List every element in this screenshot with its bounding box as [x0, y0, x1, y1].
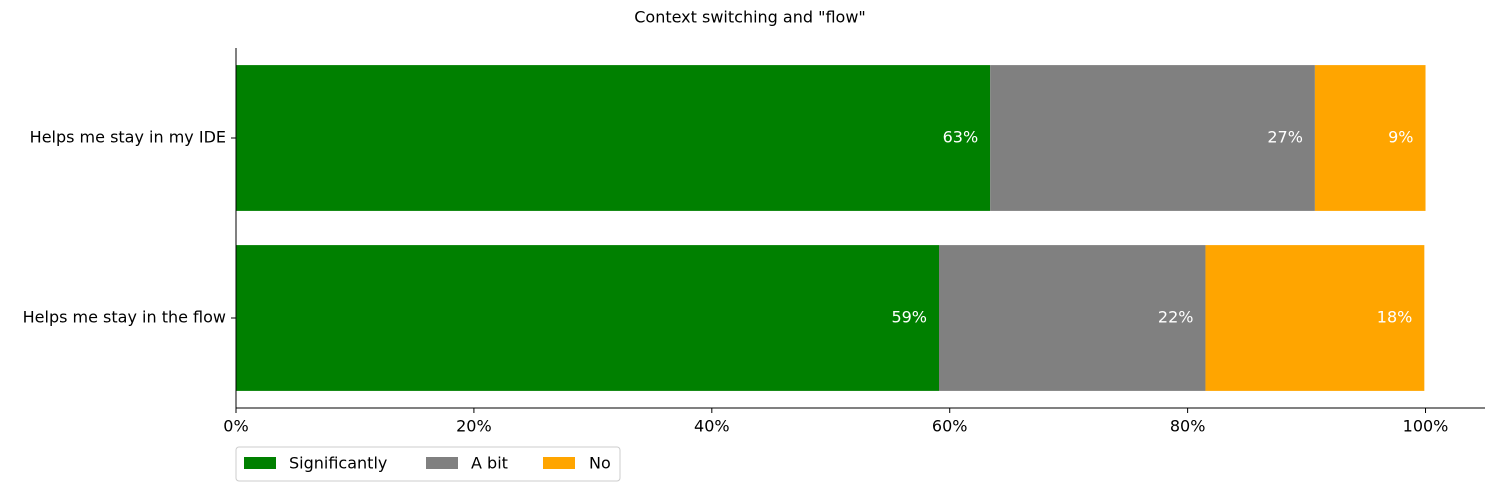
- x-tick-label: 20%: [456, 417, 492, 436]
- x-tick-label: 80%: [1170, 417, 1206, 436]
- legend-label: No: [589, 454, 611, 473]
- value-label: 63%: [943, 128, 979, 147]
- value-label: 22%: [1158, 308, 1194, 327]
- legend-label: A bit: [471, 454, 508, 473]
- legend-swatch: [244, 457, 276, 469]
- bar-segment: [1205, 245, 1425, 391]
- x-tick-label: 60%: [932, 417, 968, 436]
- bar-segment: [1314, 65, 1426, 211]
- value-label: 9%: [1388, 128, 1413, 147]
- value-label: 27%: [1267, 128, 1303, 147]
- legend-swatch: [543, 457, 575, 469]
- y-tick-label: Helps me stay in the flow: [23, 308, 226, 327]
- x-tick-label: 100%: [1403, 417, 1449, 436]
- x-tick-label: 0%: [223, 417, 248, 436]
- legend-swatch: [426, 457, 458, 469]
- y-tick-label: Helps me stay in my IDE: [30, 128, 226, 147]
- value-label: 18%: [1377, 308, 1413, 327]
- x-tick-label: 40%: [694, 417, 730, 436]
- value-label: 59%: [891, 308, 927, 327]
- chart-title: Context switching and "flow": [634, 8, 866, 27]
- bar-segment: [236, 245, 940, 391]
- legend-label: Significantly: [289, 454, 387, 473]
- bar-segment: [236, 65, 991, 211]
- bar-segment: [939, 245, 1206, 391]
- bar-segment: [990, 65, 1315, 211]
